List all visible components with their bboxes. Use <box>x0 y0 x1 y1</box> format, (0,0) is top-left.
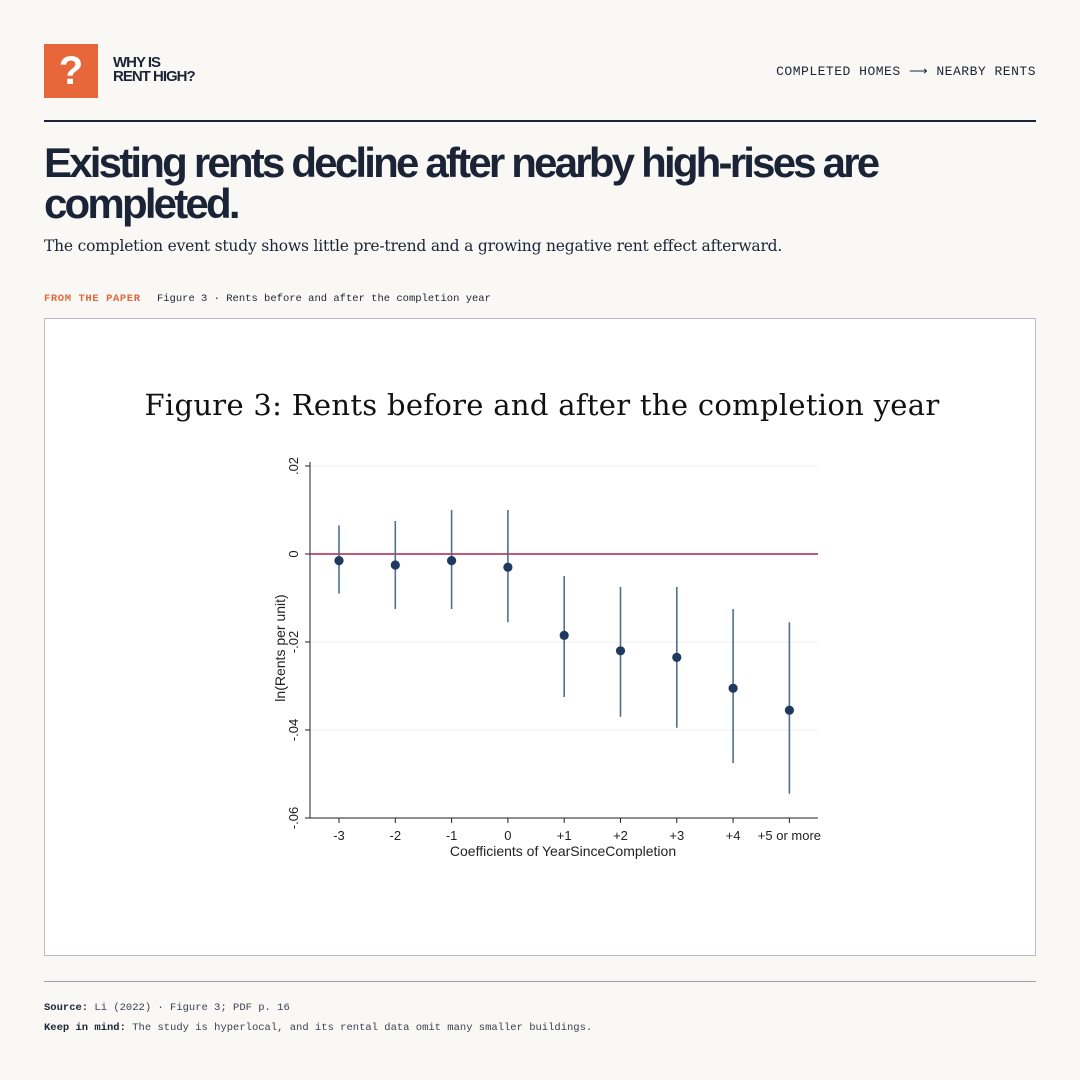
brand-line-1: WHY IS <box>113 54 161 71</box>
page-subhead: The completion event study shows little … <box>44 237 783 255</box>
figure-source-tag: FROM THE PAPER <box>44 293 141 305</box>
question-mark-icon: ? <box>58 49 84 93</box>
point-estimate <box>334 556 344 566</box>
x-tick-label: 0 <box>504 828 511 843</box>
event-study-chart: -.06 -.04 -.02 0 .02 -3 -2 -1 0 +1 +2 +3 +4 +5 or mor… <box>272 457 821 859</box>
figure-card <box>44 318 1036 956</box>
chart-x-axis-label: Coefficients of YearSinceCompletion <box>450 843 676 859</box>
footer-divider <box>44 981 1036 982</box>
point-estimate <box>615 646 626 656</box>
caveat-note: Keep in mind: The study is hyperlocal, a… <box>44 1022 592 1034</box>
x-tick-label: +1 <box>557 828 572 843</box>
y-tick-label: -.02 <box>286 631 301 653</box>
topic-label: COMPLETED HOMES ⟶ NEARBY RENTS <box>776 64 1036 79</box>
point-estimate <box>559 630 569 640</box>
page-headline: Existing rents decline after nearby high… <box>44 139 880 227</box>
x-tick-label: -2 <box>390 828 402 843</box>
point-estimate <box>728 683 738 693</box>
brand-wordmark: WHY IS RENT HIGH? <box>113 54 196 85</box>
x-tick-label: +4 <box>726 828 741 843</box>
brand-line-2: RENT HIGH? <box>113 68 196 85</box>
caveat-label: Keep in mind: <box>44 1022 126 1034</box>
y-tick-label: -.04 <box>286 719 301 741</box>
chart-title: Figure 3: Rents before and after the com… <box>144 388 940 422</box>
point-estimate <box>447 556 457 566</box>
y-tick-label: .02 <box>286 457 301 475</box>
point-estimate <box>784 705 795 715</box>
point-estimate <box>672 652 682 662</box>
point-estimate <box>390 560 400 570</box>
x-tick-label: +5 or more <box>758 828 821 843</box>
x-tick-label: -3 <box>333 828 345 843</box>
y-tick-label: -.06 <box>286 807 301 829</box>
brand-logo: ? <box>44 44 98 98</box>
source-note: Source: Li (2022) · Figure 3; PDF p. 16 <box>44 1002 290 1014</box>
figure-label: FROM THE PAPER Figure 3 · Rents before a… <box>44 293 491 305</box>
x-tick-label: +2 <box>613 828 628 843</box>
x-tick-label: -1 <box>446 828 458 843</box>
chart-y-axis-label: ln(Rents per unit) <box>272 594 288 701</box>
source-text: Li (2022) · Figure 3; PDF p. 16 <box>94 1002 290 1014</box>
x-tick-label: +3 <box>669 828 684 843</box>
figure-caption: Figure 3 · Rents before and after the co… <box>156 293 491 305</box>
header-divider <box>44 120 1036 122</box>
y-tick-label: 0 <box>286 550 301 557</box>
point-estimate <box>503 562 513 572</box>
source-label: Source: <box>44 1002 89 1014</box>
caveat-text: The study is hyperlocal, and its rental … <box>132 1022 593 1034</box>
